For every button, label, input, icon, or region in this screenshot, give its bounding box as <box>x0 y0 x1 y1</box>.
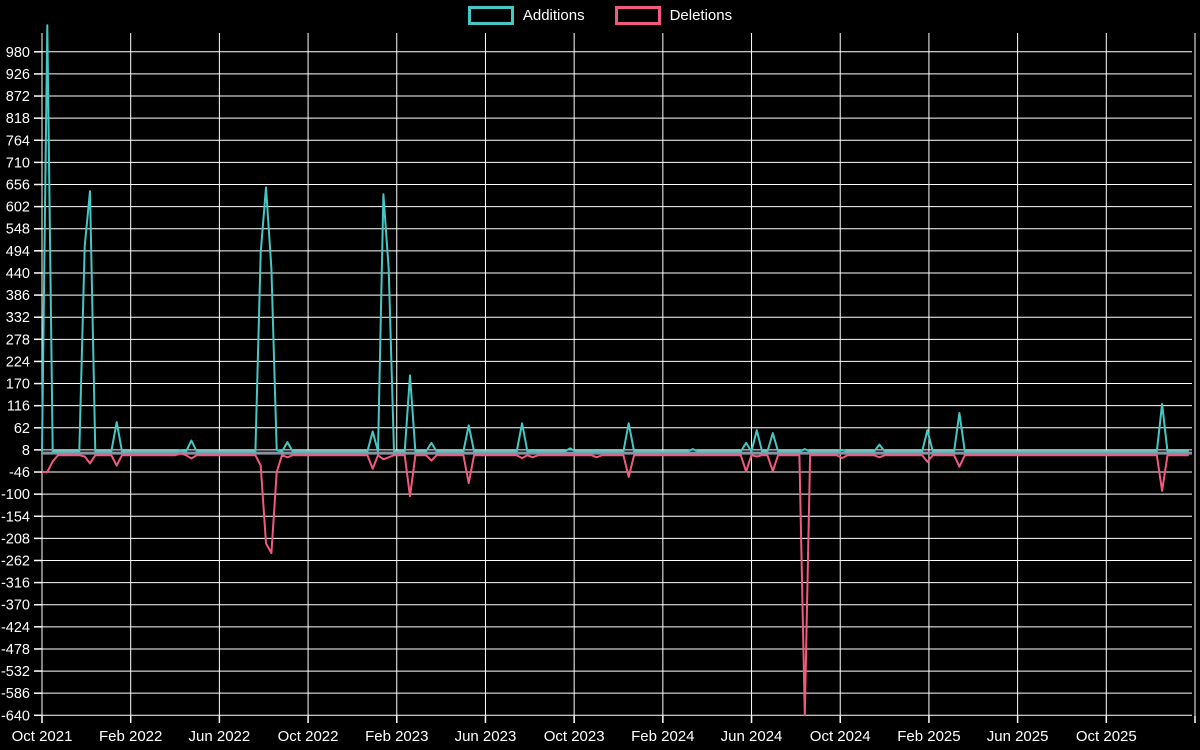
y-tick-label: -640 <box>1 708 30 724</box>
x-tick-label: Jun 2025 <box>987 728 1049 745</box>
y-tick-label: 116 <box>7 399 30 415</box>
y-tick-label: -586 <box>1 686 30 702</box>
y-tick-label: 764 <box>6 133 30 149</box>
additions-line <box>41 24 1189 453</box>
x-tick-label: Oct 2024 <box>810 728 871 745</box>
y-tick-label: 980 <box>6 45 30 61</box>
legend-label-deletions: Deletions <box>669 7 733 24</box>
x-tick-label: Feb 2024 <box>631 728 694 745</box>
y-tick-label: 656 <box>6 178 30 194</box>
y-tick-label: 386 <box>6 288 30 304</box>
y-tick-label: 332 <box>6 310 30 326</box>
y-tick-label: -424 <box>1 620 30 636</box>
legend-item-deletions[interactable]: Deletions <box>614 6 733 25</box>
y-tick-label: -46 <box>9 465 30 481</box>
y-tick-label: -478 <box>1 642 30 658</box>
y-tick-label: -262 <box>1 553 30 569</box>
deletions-swatch-icon <box>614 6 661 25</box>
x-tick-label: Jun 2023 <box>455 728 517 745</box>
y-tick-label: 548 <box>6 222 30 238</box>
y-tick-label: 278 <box>6 332 30 348</box>
legend-label-additions: Additions <box>522 7 585 24</box>
gridlines <box>34 33 1196 723</box>
y-tick-label: -154 <box>1 509 30 525</box>
y-tick-label: 872 <box>6 89 30 105</box>
y-tick-label: -208 <box>1 531 30 547</box>
additions-swatch-icon <box>467 6 514 25</box>
x-tick-label: Oct 2022 <box>278 728 339 745</box>
y-tick-label: 224 <box>6 354 30 370</box>
y-tick-label: -370 <box>1 598 30 614</box>
y-tick-label: 926 <box>6 67 30 83</box>
deletions-line <box>42 452 1189 717</box>
y-tick-label: 440 <box>6 266 30 282</box>
x-tick-label: Feb 2025 <box>897 728 960 745</box>
x-tick-label: Feb 2022 <box>99 728 162 745</box>
x-tick-label: Jun 2024 <box>721 728 783 745</box>
y-tick-label: -100 <box>1 487 30 503</box>
chart-legend: Additions Deletions <box>0 6 1200 25</box>
y-tick-label: 170 <box>6 377 30 393</box>
y-tick-label: 494 <box>6 244 30 260</box>
x-tick-label: Oct 2025 <box>1076 728 1137 745</box>
y-tick-label: -316 <box>1 576 30 592</box>
x-tick-label: Oct 2021 <box>12 728 73 745</box>
y-tick-label: 818 <box>6 111 30 127</box>
x-tick-label: Oct 2023 <box>544 728 605 745</box>
y-tick-label: 62 <box>14 421 30 437</box>
legend-item-additions[interactable]: Additions <box>467 6 585 25</box>
axis-tick-labels: 980 926 872 818 764 710 656 602 548 494 440 386 332 2… <box>1 45 1137 745</box>
y-tick-label: -532 <box>1 664 30 680</box>
y-tick-label: 8 <box>22 443 30 459</box>
x-tick-label: Feb 2023 <box>365 728 428 745</box>
x-tick-label: Jun 2022 <box>189 728 251 745</box>
y-tick-label: 602 <box>6 200 30 216</box>
y-tick-label: 710 <box>6 155 30 171</box>
